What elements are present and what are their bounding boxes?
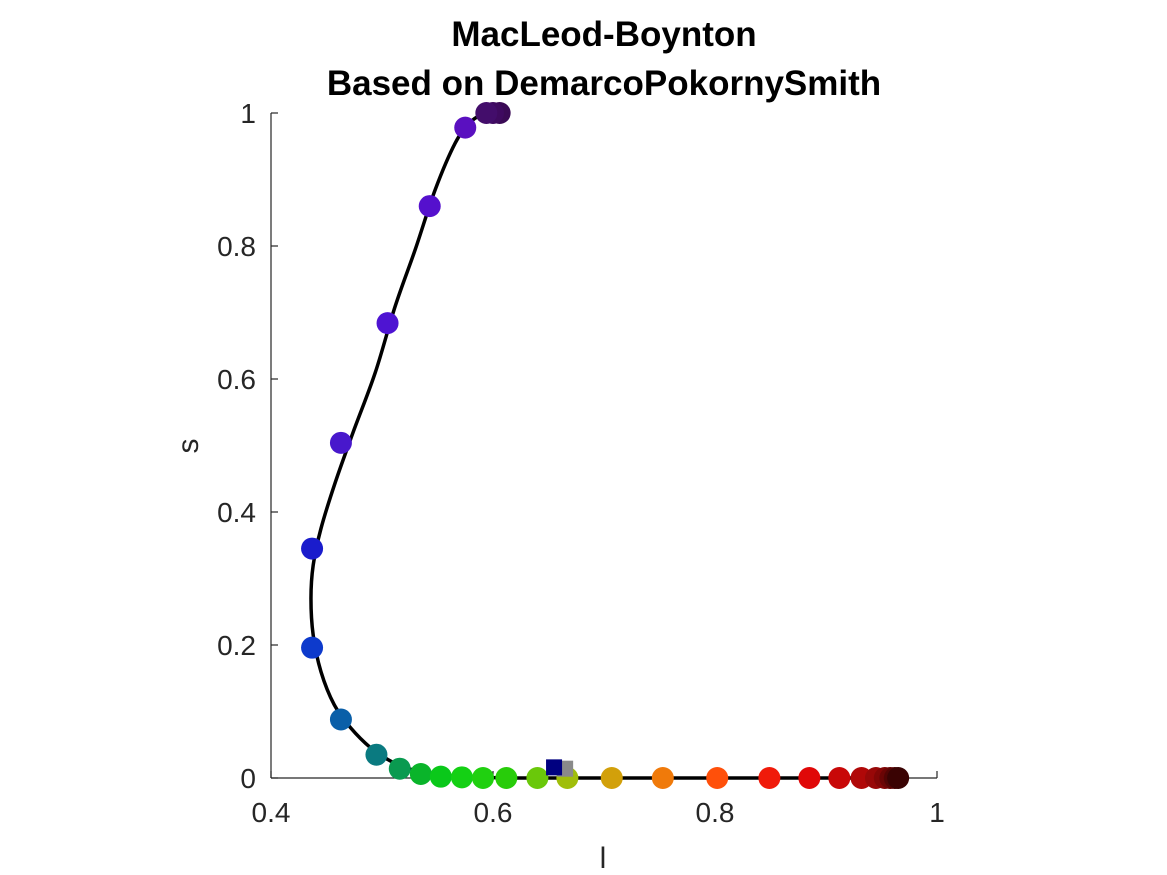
data-point	[301, 537, 324, 560]
data-point	[526, 767, 549, 789]
data-point	[706, 767, 729, 789]
x-tick-label: 0.6	[474, 797, 513, 828]
chart-subtitle: Based on DemarcoPokornySmith	[327, 64, 881, 103]
data-point	[828, 767, 851, 789]
y-tick-label: 1	[240, 98, 256, 129]
chart-title: MacLeod-Boynton	[451, 15, 756, 54]
data-points-layer	[301, 102, 910, 789]
data-point	[758, 767, 781, 789]
data-point	[365, 743, 388, 766]
data-point	[329, 431, 352, 454]
data-point	[450, 766, 473, 789]
data-point	[887, 767, 910, 789]
y-tick-label: 0.8	[217, 231, 256, 262]
data-point	[475, 102, 498, 124]
data-point	[388, 757, 411, 780]
data-point	[495, 767, 518, 789]
data-point	[454, 116, 477, 139]
data-point	[429, 765, 452, 788]
x-tick-label: 0.8	[696, 797, 735, 828]
plot-axes: 0.4 0.6 0.8 1 0 0.2 0.4 0.6 0.8 1	[217, 98, 945, 828]
data-point	[409, 763, 432, 786]
data-point	[301, 636, 324, 659]
x-axis-label: l	[600, 842, 607, 875]
y-tick-label: 0.6	[217, 364, 256, 395]
square-marker	[546, 759, 563, 776]
data-point	[376, 312, 399, 335]
data-point	[472, 767, 495, 789]
data-point	[418, 195, 441, 218]
data-point	[651, 767, 674, 789]
data-point	[600, 767, 623, 789]
y-tick-label: 0.2	[217, 630, 256, 661]
data-point	[329, 708, 352, 731]
markers-layer	[546, 759, 574, 777]
y-tick-label: 0.4	[217, 497, 256, 528]
x-tick-label: 1	[929, 797, 945, 828]
y-tick-label: 0	[240, 763, 256, 794]
data-point	[798, 767, 821, 789]
x-tick-label: 0.4	[252, 797, 291, 828]
y-axis-label: s	[172, 439, 205, 454]
